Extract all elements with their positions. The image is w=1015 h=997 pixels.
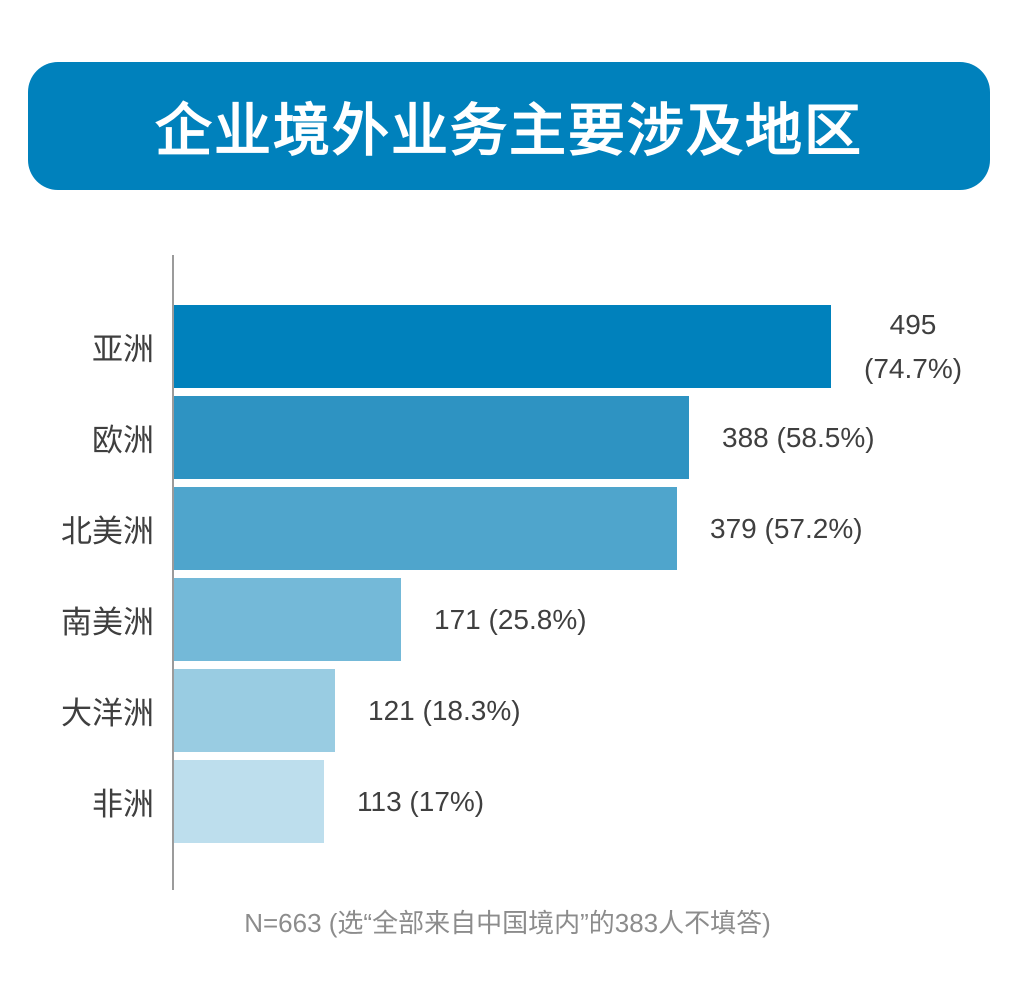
- chart-title: 企业境外业务主要涉及地区: [155, 99, 863, 163]
- bar-track: 379 (57.2%): [174, 487, 1015, 570]
- bar-row: 欧洲 388 (58.5%): [0, 396, 1015, 479]
- bar: [174, 578, 401, 661]
- y-axis-line: [172, 255, 174, 890]
- chart-title-banner: 企业境外业务主要涉及地区: [28, 62, 990, 190]
- bar: [174, 669, 335, 752]
- category-label: 北美洲: [61, 514, 154, 549]
- bar: [174, 305, 831, 388]
- category-label: 南美洲: [61, 605, 154, 640]
- bar-track: 113 (17%): [174, 760, 1015, 843]
- bar: [174, 760, 324, 843]
- bar-row: 亚洲 495 (74.7%): [0, 305, 1015, 388]
- bar-track: 171 (25.8%): [174, 578, 1015, 661]
- category-label: 大洋洲: [61, 696, 154, 731]
- bar-track: 495 (74.7%): [174, 305, 1015, 388]
- bar-row: 非洲 113 (17%): [0, 760, 1015, 843]
- bar-track: 388 (58.5%): [174, 396, 1015, 479]
- bar-chart-plot-area: 亚洲 495 (74.7%) 欧洲 388 (58.5%) 北美洲 379 (57.2%) 南…: [0, 305, 1015, 851]
- value-label: 171 (25.8%): [434, 603, 587, 635]
- sample-size-footnote: N=663 (选“全部来自中国境内”的383人不填答): [244, 908, 771, 938]
- bar-row: 大洋洲 121 (18.3%): [0, 669, 1015, 752]
- category-label: 欧洲: [92, 423, 154, 458]
- value-label: 121 (18.3%): [368, 694, 521, 726]
- value-label: 113 (17%): [357, 785, 485, 817]
- bar-row: 北美洲 379 (57.2%): [0, 487, 1015, 570]
- bar: [174, 396, 689, 479]
- category-label: 非洲: [92, 787, 154, 822]
- bar-track: 121 (18.3%): [174, 669, 1015, 752]
- category-label: 亚洲: [92, 332, 154, 367]
- value-label: 388 (58.5%): [722, 421, 875, 453]
- value-label: 379 (57.2%): [710, 512, 863, 544]
- bar: [174, 487, 677, 570]
- bar-row: 南美洲 171 (25.8%): [0, 578, 1015, 661]
- value-label: 495 (74.7%): [864, 309, 963, 384]
